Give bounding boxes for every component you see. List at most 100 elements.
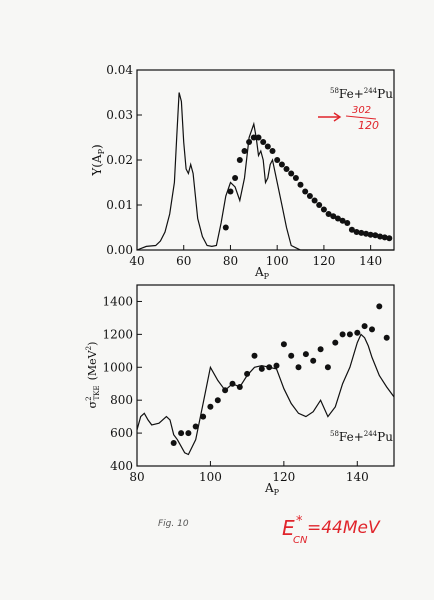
- chart-bottom-data-point: [288, 352, 295, 359]
- chart-top-data-point: [344, 220, 351, 226]
- chart-bottom-x-tick-label: 80: [129, 470, 144, 484]
- chart-bottom-data-point: [332, 339, 339, 346]
- chart-top-data-point: [377, 233, 383, 240]
- chart-bottom-variance: 80 100 120 140 400 600 800 1000 1200 1400 σ2TKE(…: [85, 284, 395, 497]
- chart-top-data-point: [334, 215, 341, 222]
- chart-bottom-data-point: [207, 403, 214, 410]
- legend-top-a: 58: [330, 87, 339, 95]
- chart-bottom-data-point: [339, 331, 346, 338]
- chart-top-data-point: [288, 170, 295, 177]
- chart-bottom-data-point: [244, 370, 251, 377]
- chart-top-y-tick-label: 0.02: [106, 153, 133, 167]
- chart-bottom-data-point: [185, 430, 192, 437]
- chart-top-data-point: [367, 231, 374, 238]
- chart-top-x-tick-label: 60: [176, 254, 191, 268]
- chart-top-data-point: [274, 157, 281, 163]
- chart-bottom-y-tick-label: 1000: [102, 360, 133, 374]
- chart-top-data-point: [255, 134, 262, 141]
- chart-bottom-data-point: [258, 365, 265, 372]
- chart-bottom-data-point: [383, 334, 390, 341]
- chart-bottom-y-tick-label: 600: [110, 426, 133, 440]
- chart-top-y-tick-label: 0.00: [106, 243, 133, 257]
- chart-bottom-data-point: [280, 341, 287, 348]
- chart-bottom-data-point: [251, 352, 258, 359]
- chart-bottom-frame: [136, 284, 395, 467]
- chart-bottom-x-tick-label: 100: [199, 470, 222, 484]
- chart-bottom-data-point: [346, 331, 353, 338]
- chart-bottom-data-point: [354, 329, 361, 336]
- chart-bottom-ylabel: σ2TKE(MeV2): [85, 342, 101, 409]
- chart-top-data-point: [222, 224, 229, 231]
- chart-top-yield: 40 60 80 100 120 140 0.00 0.01 0.02 0.03 0.04 Y(A…: [90, 63, 395, 281]
- chart-top-data-point: [283, 166, 290, 172]
- chart-top-y-tick-label: 0.01: [106, 198, 133, 212]
- chart-top-data-point: [316, 202, 323, 208]
- chart-bottom-data-point: [178, 430, 185, 437]
- chart-bottom-data-point: [317, 346, 324, 353]
- chart-top-data-point: [264, 143, 271, 150]
- chart-top-data-point: [386, 235, 393, 242]
- chart-top-data-point: [358, 229, 365, 236]
- chart-bottom-data-point: [222, 387, 229, 394]
- chart-top-data-point: [302, 188, 309, 195]
- chart-bottom-data-point: [310, 357, 317, 364]
- chart-top-data-point: [363, 230, 369, 237]
- chart-bottom-data-point: [376, 303, 383, 310]
- legend-top-b: Fe+: [339, 87, 364, 101]
- chart-top-series-line: [136, 92, 394, 251]
- chart-top-data-point: [348, 226, 355, 233]
- chart-top-data-point: [292, 175, 299, 181]
- chart-top-data-point: [372, 232, 379, 239]
- chart-bottom-y-ticks: 400 600 800 1000 1200 1400: [102, 294, 142, 473]
- chart-top-data-point: [246, 139, 253, 145]
- chart-bottom-data-point: [214, 397, 221, 404]
- chart-top-data-point: [306, 193, 313, 199]
- chart-bottom-data-point: [361, 323, 368, 330]
- chart-bottom-x-ticks: 80 100 120 140: [129, 461, 369, 484]
- chart-top-data-point: [297, 181, 304, 188]
- energy-symbol: E: [282, 516, 295, 540]
- note-denominator: 120: [358, 119, 379, 132]
- handwritten-note: 302 120: [318, 105, 379, 132]
- chart-top-points: [222, 134, 393, 242]
- chart-bottom-y-tick-label: 400: [110, 459, 133, 473]
- chart-top-ylabel-sub: P: [97, 148, 106, 154]
- chart-top-data-point: [381, 234, 388, 241]
- chart-top-x-tick-label: 100: [266, 254, 289, 268]
- chart-top-curve: [136, 92, 394, 251]
- chart-bottom-y-tick-label: 800: [110, 393, 133, 407]
- chart-top-x-tick-label: 120: [312, 254, 335, 268]
- energy-subscript: CN: [293, 535, 308, 546]
- note-numerator: 302: [352, 105, 371, 116]
- chart-top-x-tick-label: 40: [129, 254, 144, 268]
- chart-top-data-point: [353, 229, 360, 235]
- chart-bottom-data-point: [170, 440, 177, 446]
- chart-top-x-ticks: 40 60 80 100 120 140: [129, 245, 382, 268]
- chart-top-data-point: [320, 206, 327, 213]
- chart-bottom-data-point: [236, 384, 243, 390]
- chart-bottom-points: [170, 303, 390, 446]
- chart-top-data-point: [278, 161, 285, 168]
- chart-bottom-data-point: [273, 362, 280, 369]
- chart-top-data-point: [339, 217, 346, 224]
- legend-bottom-b: Fe+: [339, 430, 364, 444]
- legend-bottom-d: Pu: [377, 430, 393, 444]
- note-fraction-bar: [345, 115, 377, 120]
- chart-bottom-data-point: [324, 364, 331, 371]
- chart-top-x-tick-label: 140: [359, 254, 382, 268]
- chart-bottom-curve: [136, 333, 395, 456]
- chart-top-data-point: [241, 148, 248, 154]
- chart-bottom-legend: 58Fe+244Pu: [330, 430, 393, 444]
- legend-bottom-c: 244: [364, 430, 378, 438]
- chart-top-data-point: [227, 188, 234, 195]
- chart-bottom-data-point: [229, 380, 236, 387]
- chart-bottom-series-line: [136, 333, 395, 456]
- chart-bottom-data-point: [295, 364, 302, 371]
- chart-bottom-data-point: [192, 423, 199, 430]
- chart-top-ylabel: Y(AP): [90, 144, 106, 176]
- chart-bottom-x-tick-label: 120: [272, 470, 295, 484]
- chart-top-data-point: [260, 139, 267, 145]
- chart-bottom-y-tick-label: 1400: [102, 294, 133, 308]
- handwritten-energy: E * CN =44MeV: [282, 514, 381, 546]
- chart-top-data-point: [330, 213, 337, 220]
